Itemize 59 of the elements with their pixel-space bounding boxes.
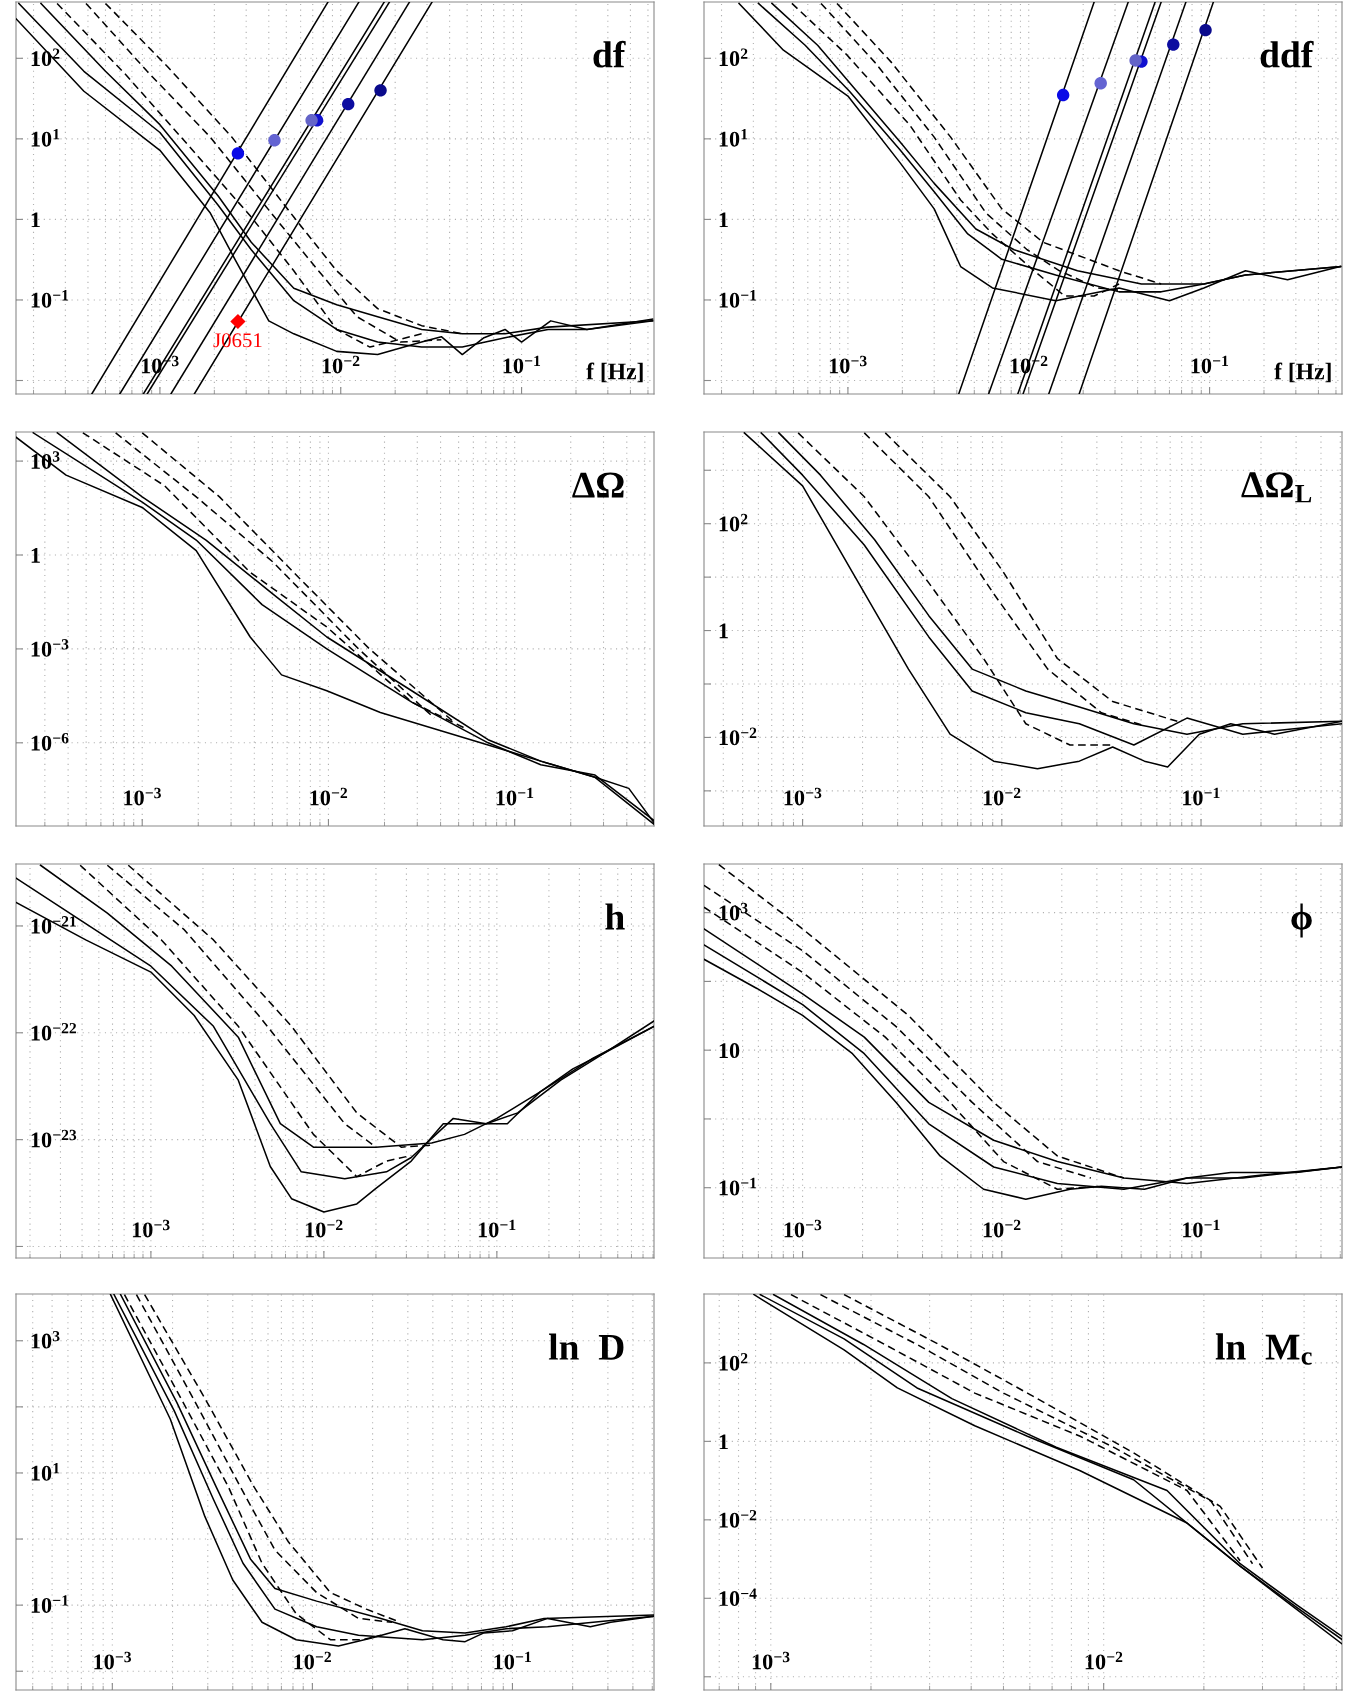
x-tick-label: 10$^{−1}$ [1183,787,1220,806]
x-tick-label: 10$^{−2}$ [310,787,348,806]
x-tick-label: 10$^{−1}$ [478,1219,516,1238]
y-tick-label: 1 [31,212,40,228]
text: ΔΩ [572,472,624,498]
y-tick-label: 10$^{1}$ [719,129,748,147]
x-tick-label: 10$^{−2}$ [983,1219,1021,1238]
y-tick-label: 10$^{3}$ [31,1330,60,1349]
y-tick-label: 10$^{−3}$ [31,639,69,657]
x-tick-label: 10$^{−1}$ [1191,355,1229,374]
y-tick-label: 10$^{−1}$ [719,290,757,308]
x-tick-label: 10$^{−3}$ [829,355,867,374]
x-tick-label: 10$^{−3}$ [132,1219,170,1238]
y-tick-label: 10$^{2}$ [719,1353,748,1371]
x-tick-label: 10$^{−1}$ [494,1651,531,1670]
y-tick-label: 10$^{2}$ [719,48,748,67]
x-tick-label: 10$^{−2}$ [983,787,1021,806]
y-tick-label: 10$^{−6}$ [31,732,69,751]
x-axis-title: f [Hz] [586,362,643,383]
text: ln M$_{c}$ [1215,1333,1312,1365]
y-tick-label: 10$^{−2}$ [719,1509,757,1528]
text: h [605,903,625,930]
y-tick-label: 10$^{−2}$ [719,727,757,746]
x-tick-label: 10$^{−3}$ [94,1651,132,1670]
y-tick-label: 1 [719,212,728,228]
x-tick-label: 10$^{−1}$ [503,355,541,374]
y-tick-label: 10$^{1}$ [31,1463,60,1481]
text: ln D [548,1333,624,1360]
y-tick-label: 10$^{−1}$ [31,290,69,308]
y-tick-label: 10 [719,1043,740,1059]
x-tick-label: 10$^{−3}$ [752,1651,790,1670]
y-tick-label: 1 [719,1434,728,1450]
x-axis-title: f [Hz] [1274,362,1331,383]
y-tick-label: 10$^{−4}$ [719,1588,757,1607]
y-tick-label: 10$^{−21}$ [31,916,76,934]
x-tick-label: 10$^{−2}$ [294,1651,331,1670]
y-tick-label: 10$^{3}$ [719,902,748,921]
text: ddf [1260,40,1314,68]
y-tick-label: 1 [719,623,728,639]
x-tick-label: 10$^{−3}$ [124,787,161,806]
text: ϕ [1291,903,1312,938]
text: df [593,40,626,68]
text: ΔΩ$_{L}$ [1241,472,1312,503]
y-tick-label: 10$^{1}$ [31,129,60,147]
y-tick-label: 10$^{−23}$ [31,1129,77,1148]
x-tick-label: 10$^{−2}$ [322,355,360,374]
x-tick-label: 10$^{−3}$ [784,787,822,806]
x-tick-label: 10$^{−1}$ [496,787,534,806]
x-tick-label: 10$^{−2}$ [1085,1651,1123,1670]
y-tick-label: 10$^{−22}$ [31,1022,77,1041]
x-tick-label: 10$^{−3}$ [784,1219,822,1238]
y-tick-label: 10$^{−1}$ [719,1177,757,1196]
x-tick-label: 10$^{−2}$ [305,1219,343,1238]
y-tick-label: 10$^{2}$ [31,48,60,67]
y-tick-label: 1 [31,548,40,563]
y-tick-label: 10$^{−1}$ [31,1595,69,1613]
x-tick-label: 10$^{−1}$ [1183,1219,1220,1238]
y-tick-label: 10$^{2}$ [719,513,748,532]
y-tick-label: 10$^{3}$ [31,451,60,469]
